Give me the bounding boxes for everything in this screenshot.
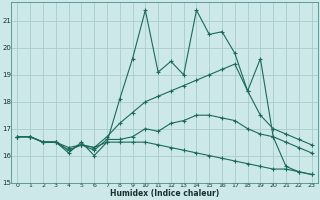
X-axis label: Humidex (Indice chaleur): Humidex (Indice chaleur) [110, 189, 219, 198]
